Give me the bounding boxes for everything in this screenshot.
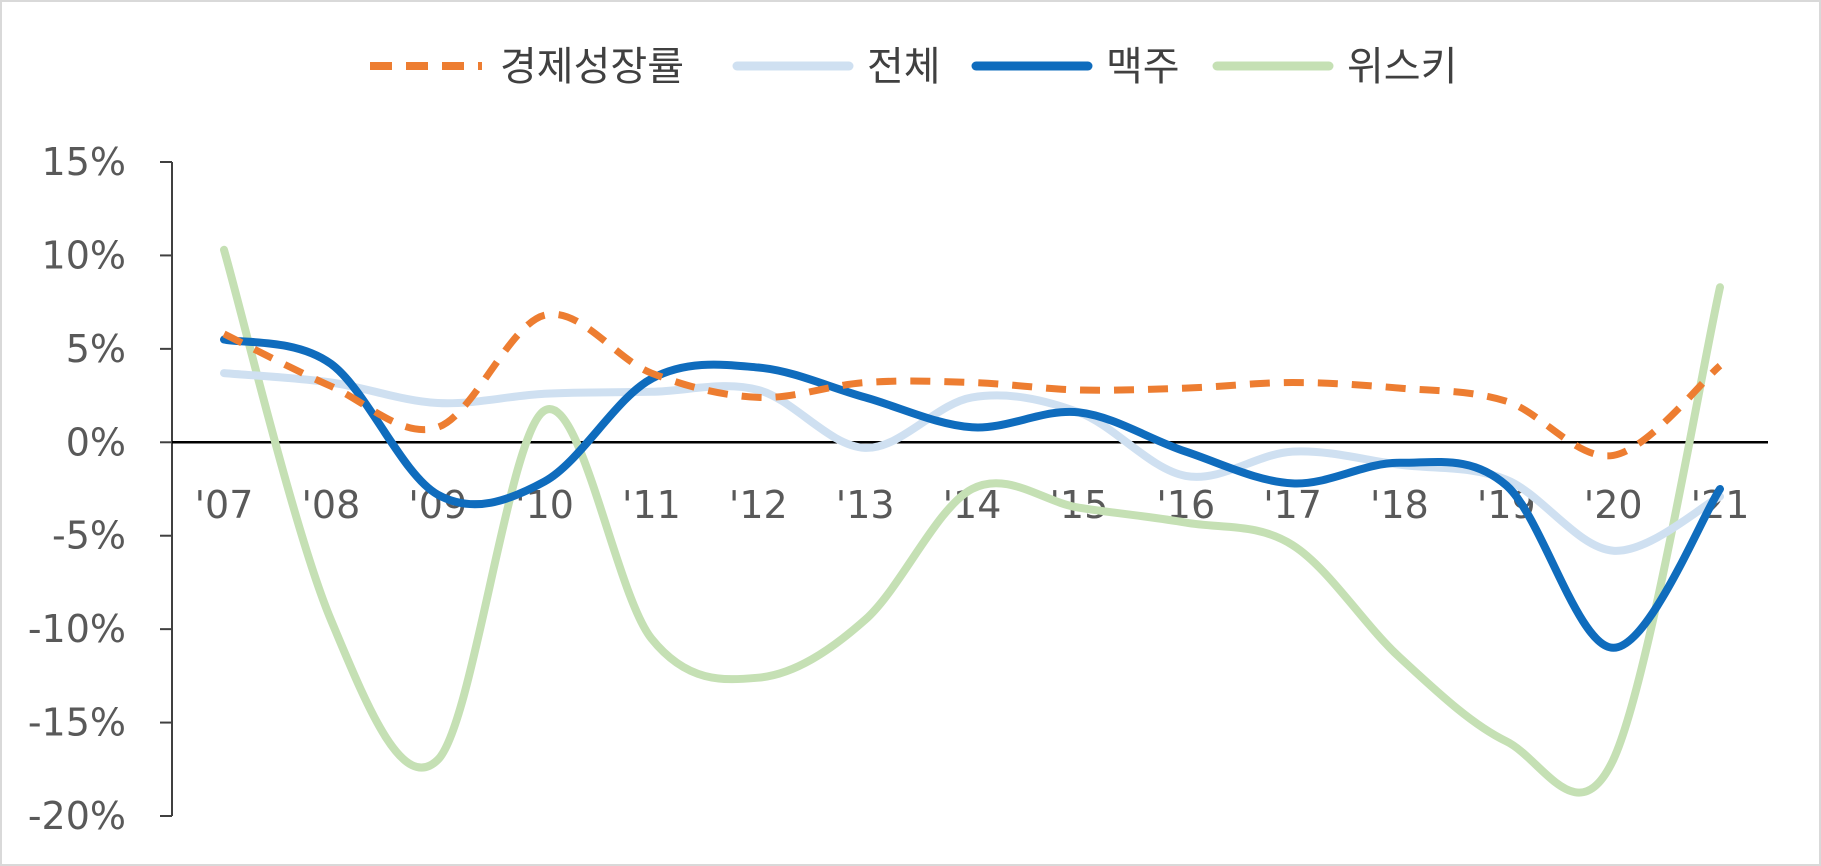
legend-label: 전체 <box>867 44 941 90</box>
x-tick-label: '20 <box>1584 483 1643 527</box>
series-group <box>220 245 1724 797</box>
y-tick-label: 0% <box>66 420 126 464</box>
x-tick-label: '13 <box>836 483 895 527</box>
y-tick-label: -15% <box>28 701 126 745</box>
legend-label: 경제성장률 <box>500 44 684 90</box>
y-tick-label: 5% <box>66 327 126 371</box>
y-tick-label: 10% <box>42 233 126 277</box>
x-tick-label: '18 <box>1370 483 1429 527</box>
y-tick-label: -10% <box>28 607 126 651</box>
legend: 경제성장률 전체 맥주 위스키 <box>370 44 1457 90</box>
y-tick-label: 15% <box>42 140 126 184</box>
y-tick-label: -20% <box>28 794 126 838</box>
x-tick-label: '11 <box>622 483 681 527</box>
legend-label: 맥주 <box>1106 44 1180 90</box>
series-line-2 <box>220 335 1724 652</box>
series-line-3 <box>220 245 1724 797</box>
x-tick-label: '12 <box>729 483 788 527</box>
legend-label: 위스키 <box>1347 44 1457 90</box>
x-tick-label: '08 <box>301 483 360 527</box>
x-tick-label: '07 <box>195 483 254 527</box>
x-axis: '07'08'09'10'11'12'13'14'15'16'17'18'19 '… <box>172 441 1768 527</box>
y-tick-label: -5% <box>52 514 126 558</box>
y-axis: 15% 10% 5% 0% -5% -10% -15% -20% <box>28 140 173 838</box>
series-line-0 <box>222 310 1723 460</box>
x-tick-label: '17 <box>1263 483 1322 527</box>
